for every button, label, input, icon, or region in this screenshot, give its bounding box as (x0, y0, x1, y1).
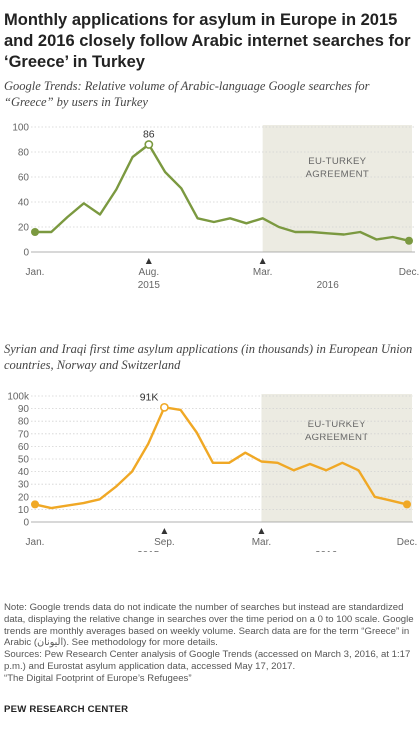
y-tick-label: 30 (18, 480, 30, 491)
y-tick-label: 10 (18, 505, 30, 516)
x-tick-label: Aug. (139, 267, 160, 278)
google-trends-chart: EU-TURKEY AGREEMENT 0 20 40 60 80 100 86 Jan. Aug.… (12, 123, 420, 292)
x-tick-label: Jan. (26, 267, 45, 278)
agreement-label: AGREEMENT (306, 169, 369, 180)
x-tick-label: Dec. (399, 267, 420, 278)
y-tick-label: 20 (18, 223, 30, 234)
series-line (33, 406, 409, 510)
y-tick-label: 0 (23, 248, 29, 259)
tick-marker (145, 258, 152, 264)
endpoint (405, 236, 413, 245)
tick-marker (258, 528, 265, 534)
year-label: 2015 (138, 280, 161, 291)
series-line (33, 143, 411, 243)
note-text: Note: Google trends data do not indicate… (4, 602, 414, 649)
y-tick-label: 60 (18, 442, 30, 453)
year-label: 2016 (315, 550, 338, 552)
agreement-label: EU-TURKEY (308, 419, 366, 430)
year-label: 2016 (317, 280, 340, 291)
y-tick-label: 20 (18, 492, 30, 503)
x-tick-label: Sep. (154, 537, 175, 548)
agreement-shaded-region (261, 394, 412, 522)
y-tick-label: 80 (18, 417, 30, 428)
x-tick-label: Mar. (252, 537, 271, 548)
peak-value-label: 91K (140, 391, 159, 403)
chart2-subtitle: Syrian and Iraqi first time asylum appli… (4, 342, 413, 372)
y-tick-label: 60 (18, 173, 30, 184)
report-title: “The Digital Footprint of Europe’s Refug… (4, 672, 192, 684)
y-tick-label: 70 (18, 429, 30, 440)
footer-credit: PEW RESEARCH CENTER (4, 704, 129, 715)
y-tick-label: 40 (18, 467, 30, 478)
endpoint (31, 500, 39, 509)
y-tick-label: 40 (18, 198, 30, 209)
x-tick-label: Mar. (253, 267, 272, 278)
peak-point (144, 140, 154, 149)
y-tick-label: 90 (18, 404, 30, 415)
x-tick-label: Jan. (26, 537, 45, 548)
notes: Note: Google trends data do not indicate… (4, 602, 418, 685)
peak-point (159, 402, 169, 412)
peak-value-label: 86 (143, 129, 155, 141)
y-tick-label: 50 (18, 455, 30, 466)
year-label: 2015 (137, 550, 160, 552)
chart1-subtitle: Google Trends: Relative volume of Arabic… (4, 79, 370, 109)
sources-text: Sources: Pew Research Center analysis of… (4, 649, 411, 672)
x-tick-label: Dec. (397, 537, 418, 548)
endpoint (403, 500, 411, 509)
y-tick-label: 80 (18, 148, 30, 159)
agreement-label: AGREEMENT (305, 432, 368, 443)
y-tick-label: 0 (23, 518, 29, 529)
y-tick-label: 100 (12, 123, 29, 134)
agreement-label: EU-TURKEY (308, 156, 366, 167)
tick-marker (259, 258, 266, 264)
y-tick-label: 100k (7, 392, 30, 403)
figure-title: Monthly applications for asylum in Europ… (4, 11, 411, 71)
endpoint (31, 228, 39, 236)
tick-marker (161, 528, 168, 534)
